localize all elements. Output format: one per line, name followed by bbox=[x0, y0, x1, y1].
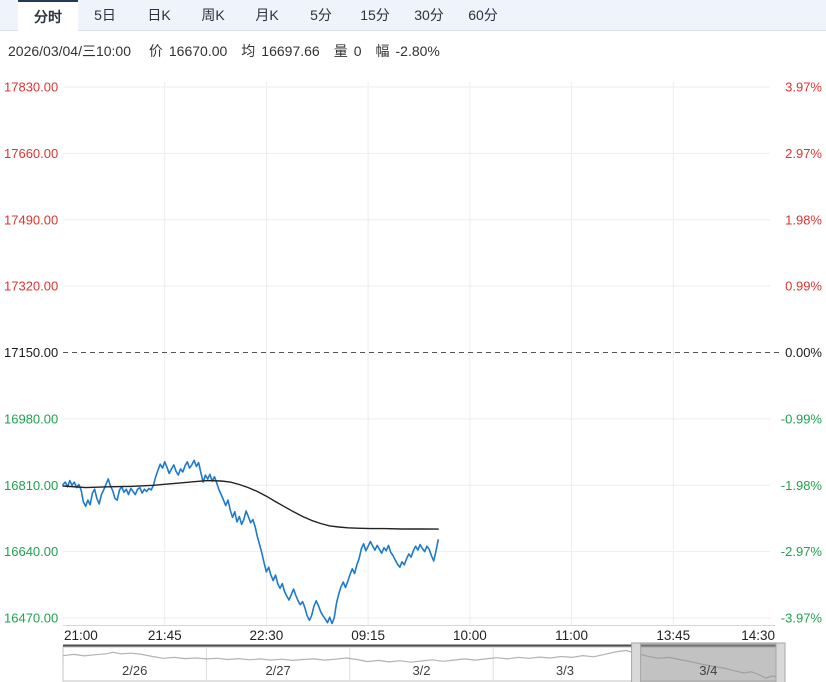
tab-period-8[interactable]: 60分 bbox=[468, 7, 498, 23]
tab-period-3[interactable]: 周K bbox=[201, 7, 225, 23]
price-axis-label: 16470.00 bbox=[4, 611, 58, 626]
navigator-handle-right[interactable] bbox=[775, 642, 786, 682]
status-bar: 2026/03/04/三10:00 价 16670.00 均 16697.66 量 0 幅 -… bbox=[8, 41, 446, 59]
tab-period-6[interactable]: 15分 bbox=[360, 7, 390, 23]
status-field-value: -2.80% bbox=[395, 43, 440, 59]
percent-axis-label: -0.99% bbox=[781, 411, 823, 426]
percent-axis-label: 0.99% bbox=[785, 279, 822, 294]
percent-axis-label: 3.97% bbox=[785, 80, 822, 95]
percent-axis-label: -2.97% bbox=[781, 544, 823, 559]
percent-axis-label: 2.97% bbox=[785, 146, 822, 161]
price-axis-label: 16640.00 bbox=[4, 544, 58, 559]
price-axis-label: 16980.00 bbox=[4, 411, 58, 426]
tab-period-7[interactable]: 30分 bbox=[414, 7, 444, 23]
time-axis-label: 10:00 bbox=[453, 628, 487, 643]
status-field-value: 16670.00 bbox=[168, 43, 228, 59]
navigator-date[interactable]: 2/27 bbox=[265, 663, 290, 678]
navigator-date[interactable]: 3/4 bbox=[699, 663, 717, 678]
tab-period-1[interactable]: 5日 bbox=[94, 7, 116, 23]
price-axis-label: 16810.00 bbox=[4, 478, 58, 493]
status-datetime: 2026/03/04/三10:00 bbox=[8, 43, 131, 59]
navigator-date[interactable]: 3/2 bbox=[412, 663, 430, 678]
tab-fenshi[interactable]: 分时 bbox=[18, 0, 78, 31]
tab-period-5[interactable]: 5分 bbox=[310, 7, 332, 23]
status-field-value: 16697.66 bbox=[261, 43, 320, 59]
status-field-label: 量 bbox=[333, 43, 348, 59]
price-axis-label: 17150.00 bbox=[4, 345, 58, 360]
time-axis-label: 11:00 bbox=[555, 628, 588, 643]
tab-period-4[interactable]: 月K bbox=[255, 7, 279, 23]
status-field-label: 价 bbox=[148, 43, 163, 59]
average-line bbox=[62, 479, 439, 530]
price-axis-label: 17830.00 bbox=[4, 80, 58, 95]
price-axis-label: 17660.00 bbox=[4, 146, 58, 161]
time-axis-label: 14:30 bbox=[741, 628, 775, 643]
status-field-value: 0 bbox=[353, 43, 362, 59]
time-axis-label: 21:45 bbox=[148, 628, 182, 643]
period-tabbar: 分时 5日 日K 周K 月K 5分 15分 30分 60分 bbox=[0, 0, 826, 31]
time-axis-label: 09:15 bbox=[351, 628, 385, 643]
time-axis-label: 13:45 bbox=[656, 628, 690, 643]
navigator-selection[interactable] bbox=[636, 642, 781, 682]
price-axis-label: 17490.00 bbox=[4, 212, 58, 227]
status-field-label: 均 bbox=[241, 43, 256, 59]
price-axis-label: 17320.00 bbox=[4, 279, 58, 294]
time-axis-label: 22:30 bbox=[250, 628, 284, 643]
navigator-date[interactable]: 3/3 bbox=[556, 663, 574, 678]
navigator-date[interactable]: 2/26 bbox=[122, 663, 147, 678]
percent-axis-label: -3.97% bbox=[781, 611, 823, 626]
tab-period-2[interactable]: 日K bbox=[147, 7, 171, 23]
status-field-label: 幅 bbox=[375, 43, 390, 59]
percent-axis-label: 0.00% bbox=[785, 345, 822, 360]
navigator-handle-left[interactable] bbox=[631, 642, 642, 682]
price-line bbox=[62, 459, 440, 625]
time-axis-label: 21:00 bbox=[64, 628, 98, 643]
percent-axis-label: -1.98% bbox=[781, 478, 823, 493]
percent-axis-label: 1.98% bbox=[785, 212, 822, 227]
